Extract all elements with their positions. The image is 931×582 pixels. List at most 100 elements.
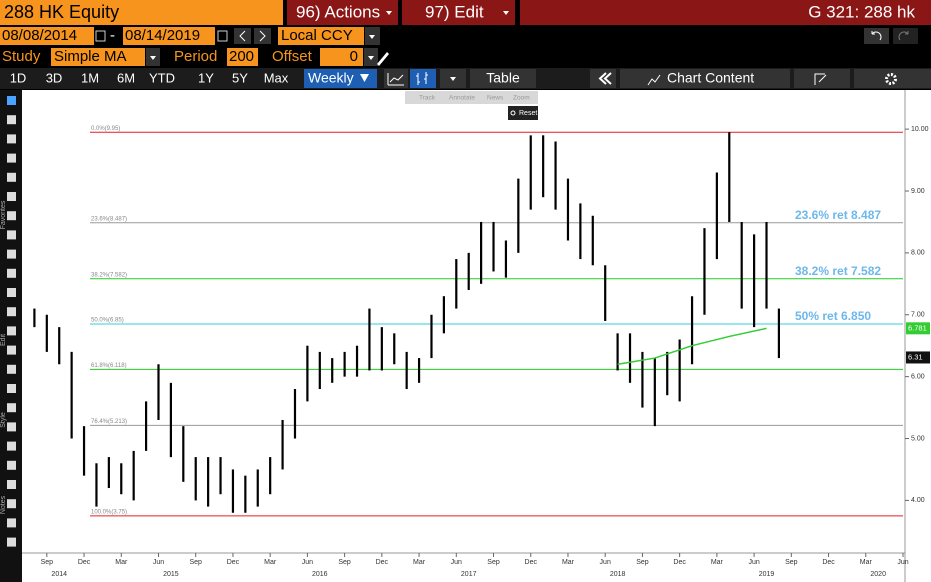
range-tab[interactable]: 1Y [198, 70, 214, 85]
dropdown-arrow [450, 77, 456, 81]
range-tabs: 1D 3D 1M 6M YTD 1Y 5Y Max [10, 70, 289, 85]
collapse-icon [598, 72, 612, 85]
table-button[interactable] [470, 69, 536, 88]
left-tools: Favorites Edit Style Notes [0, 96, 16, 547]
range-tab[interactable]: 5Y [232, 70, 248, 85]
currency: Local CCY [281, 27, 353, 44]
chart-tool[interactable]: Zoom [513, 95, 530, 102]
tool-icon[interactable] [7, 364, 16, 374]
year-label: 2014 [51, 571, 67, 578]
range-tab[interactable]: 3D [46, 70, 63, 85]
tool-icon[interactable] [7, 480, 16, 489]
retracement-label: 61.8%(6.118) [91, 363, 127, 369]
tool-icon[interactable] [7, 307, 16, 317]
retracement-label: 38.2%(7.582) [91, 272, 127, 278]
tool-icon[interactable] [7, 172, 16, 182]
range-tab[interactable]: YTD [149, 70, 175, 85]
tool-icon[interactable] [7, 96, 16, 105]
prev-button[interactable] [234, 28, 251, 44]
calendar-icon[interactable] [217, 30, 228, 42]
tool-icon[interactable] [7, 115, 16, 125]
undo-button[interactable] [864, 28, 889, 44]
pencil-icon[interactable] [377, 52, 389, 66]
x-tick-label: Jun [897, 559, 908, 566]
tool-icon[interactable] [7, 326, 16, 336]
settings-icon [885, 73, 897, 85]
end-date-field[interactable] [123, 27, 215, 45]
side-label: Style [0, 412, 7, 428]
calendar-icon[interactable] [95, 30, 106, 42]
tool-icon[interactable] [7, 249, 16, 259]
next-button[interactable] [254, 28, 271, 44]
chart-tool[interactable]: News [487, 95, 504, 102]
tool-icon[interactable] [7, 192, 16, 201]
tool-icon[interactable] [7, 537, 16, 547]
dropdown-arrow [369, 35, 375, 39]
chart-tool[interactable]: Track [419, 95, 436, 102]
redo-button[interactable] [893, 28, 918, 44]
range-tab[interactable]: 6M [117, 70, 135, 85]
range-tab[interactable]: 1M [81, 70, 99, 85]
tool-icon[interactable] [7, 153, 16, 163]
bar-style-button[interactable] [410, 69, 436, 88]
collapse-button[interactable] [590, 69, 616, 88]
x-tick-label: Sep [636, 559, 649, 566]
tool-icon[interactable] [7, 211, 16, 221]
x-tick-label: Mar [562, 559, 575, 566]
period-field[interactable] [227, 48, 258, 66]
edit: 97) Edit [425, 2, 484, 21]
y-tick-label: 7.00 [911, 312, 925, 319]
period: 200 [229, 48, 254, 65]
bar-icon [416, 72, 428, 85]
reset-button[interactable] [508, 106, 538, 120]
range-tab[interactable]: Max [264, 70, 289, 85]
tool-icon[interactable] [7, 518, 16, 528]
tool-icon[interactable] [7, 230, 16, 240]
currency-field[interactable] [278, 27, 364, 45]
x-tick-label: Jun [153, 559, 164, 566]
frequency-field[interactable] [304, 69, 377, 88]
tool-icon[interactable] [7, 422, 16, 432]
price-tag-label: 6.781 [908, 323, 927, 332]
year-label: 2018 [610, 571, 626, 578]
left-toolbar [0, 90, 22, 582]
actions: 96) Actions [296, 2, 380, 21]
year-label: 2017 [461, 571, 477, 578]
offset-field[interactable] [320, 48, 363, 66]
reset-icon [510, 110, 516, 116]
x-tick-label: Sep [189, 559, 202, 566]
side-label: Notes [0, 495, 7, 514]
offset: 0 [350, 48, 358, 65]
actions-button[interactable] [287, 0, 398, 25]
chart-tool[interactable]: Annotate [449, 95, 475, 102]
ticker-field[interactable] [0, 0, 283, 25]
retracement-label: 0.0%(9.95) [91, 126, 120, 132]
study-field[interactable] [51, 48, 145, 66]
tool-icon[interactable] [7, 268, 16, 278]
tool-icon[interactable] [7, 288, 16, 297]
chart-content-icon [647, 74, 661, 86]
dropdown-arrow [503, 11, 509, 15]
dash: - [110, 27, 115, 44]
chart-tools [405, 91, 538, 104]
edit-button[interactable] [402, 0, 515, 25]
range-tab[interactable]: 1D [10, 70, 27, 85]
settings-button[interactable] [854, 69, 931, 88]
reset: Reset [519, 110, 537, 117]
tool-icon[interactable] [7, 460, 16, 470]
start-date-field[interactable] [0, 27, 94, 45]
x-tick-label: Dec [822, 559, 835, 566]
tool-icon[interactable] [7, 384, 16, 393]
tool-icon[interactable] [7, 441, 16, 451]
tool-icon[interactable] [7, 499, 16, 509]
tool-icon[interactable] [7, 403, 16, 413]
annotation: 50% ret 6.850 [795, 309, 871, 323]
y-tick-label: 8.00 [911, 250, 925, 257]
tool-icon[interactable] [7, 134, 16, 144]
year-label: 2019 [759, 571, 775, 578]
x-tick-label: Mar [413, 559, 426, 566]
tool-icon[interactable] [7, 345, 16, 355]
chart-content-button[interactable] [620, 69, 790, 88]
